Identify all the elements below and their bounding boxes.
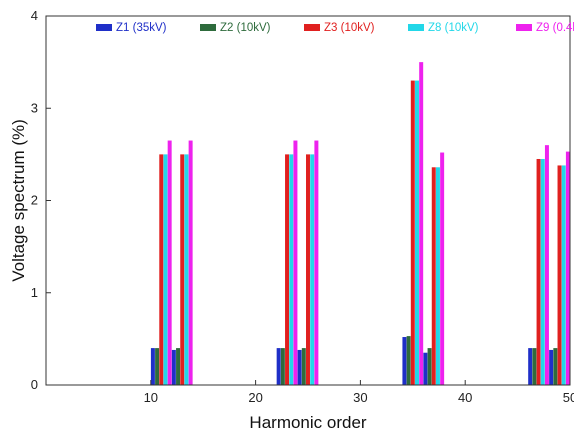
- y-axis-title: Voltage spectrum (%): [9, 119, 28, 282]
- bar-z9-h35: [419, 62, 424, 385]
- bar-z8-h11: [163, 154, 168, 385]
- bar-z8-h13: [184, 154, 189, 385]
- bar-z1-h25: [297, 349, 302, 385]
- bar-z8-h25: [310, 154, 315, 385]
- y-tick-label: 3: [31, 100, 38, 115]
- x-tick-label: 50: [563, 390, 574, 405]
- legend-item-z1: Z1 (35kV): [96, 22, 167, 34]
- bar-z9-h37: [440, 152, 445, 385]
- bar-z8-h37: [435, 167, 440, 385]
- legend-label: Z1 (35kV): [116, 22, 167, 34]
- legend-item-z8: Z8 (10kV): [408, 22, 479, 34]
- bar-z9-h49: [565, 151, 570, 385]
- bar-z2-h13: [176, 348, 181, 385]
- legend-swatch: [516, 24, 532, 31]
- legend: Z1 (35kV) Z2 (10kV) Z3 (10kV) Z8 (10kV) Z9 (…: [96, 22, 574, 34]
- y-tick-label: 0: [31, 377, 38, 392]
- bar-z9-h47: [544, 145, 549, 385]
- bar-z3-h35: [410, 80, 415, 385]
- bar-z2-h25: [301, 348, 306, 385]
- bar-z2-h47: [532, 348, 537, 385]
- legend-swatch: [200, 24, 216, 31]
- bar-z9-h13: [188, 140, 193, 385]
- bar-z2-h49: [553, 348, 558, 385]
- bar-z9-h25: [314, 140, 319, 385]
- bar-z3-h11: [159, 154, 164, 385]
- bar-z3-h37: [431, 167, 436, 385]
- bar-z3-h25: [306, 154, 310, 385]
- legend-item-z2: Z2 (10kV): [200, 22, 271, 34]
- x-tick-label: 20: [248, 390, 262, 405]
- bar-z1-h23: [276, 348, 281, 385]
- legend-swatch: [96, 24, 112, 31]
- bar-z8-h47: [540, 158, 545, 385]
- bar-z8-h23: [289, 154, 294, 385]
- bar-z3-h49: [557, 165, 562, 385]
- x-axis-title: Harmonic order: [249, 413, 366, 432]
- bars-layer: [150, 62, 570, 385]
- bar-z2-h23: [280, 348, 285, 385]
- legend-label: Z8 (10kV): [428, 22, 479, 34]
- bar-z3-h23: [285, 154, 290, 385]
- bar-z9-h23: [293, 140, 298, 385]
- legend-swatch: [304, 24, 320, 31]
- bar-z1-h37: [423, 352, 428, 385]
- y-tick-label: 2: [31, 193, 38, 208]
- axes-layer: 10 20 30 40 50 0 1 2 3 4: [31, 8, 574, 405]
- x-tick-label: 40: [458, 390, 472, 405]
- legend-swatch: [408, 24, 424, 31]
- legend-item-z3: Z3 (10kV): [304, 22, 375, 34]
- bar-z2-h11: [155, 348, 160, 385]
- bar-z1-h49: [549, 349, 554, 385]
- bar-z3-h13: [180, 154, 185, 385]
- bar-z1-h11: [150, 348, 155, 385]
- bar-z8-h35: [415, 80, 419, 385]
- y-tick-label: 4: [31, 8, 38, 23]
- x-tick-label: 30: [353, 390, 367, 405]
- legend-label: Z2 (10kV): [220, 22, 271, 34]
- bar-z3-h47: [536, 158, 541, 385]
- bar-z1-h47: [528, 348, 533, 385]
- legend-item-z9: Z9 (0.4kV): [516, 22, 574, 34]
- legend-label: Z9 (0.4kV): [536, 22, 574, 34]
- legend-label: Z3 (10kV): [324, 22, 375, 34]
- bar-z8-h49: [561, 165, 566, 385]
- bar-z2-h37: [427, 348, 432, 385]
- bar-z1-h35: [402, 337, 407, 385]
- bar-z1-h13: [171, 349, 176, 385]
- y-tick-label: 1: [31, 285, 38, 300]
- bar-z9-h11: [167, 140, 172, 385]
- bar-z2-h35: [406, 336, 411, 385]
- x-tick-label: 10: [144, 390, 158, 405]
